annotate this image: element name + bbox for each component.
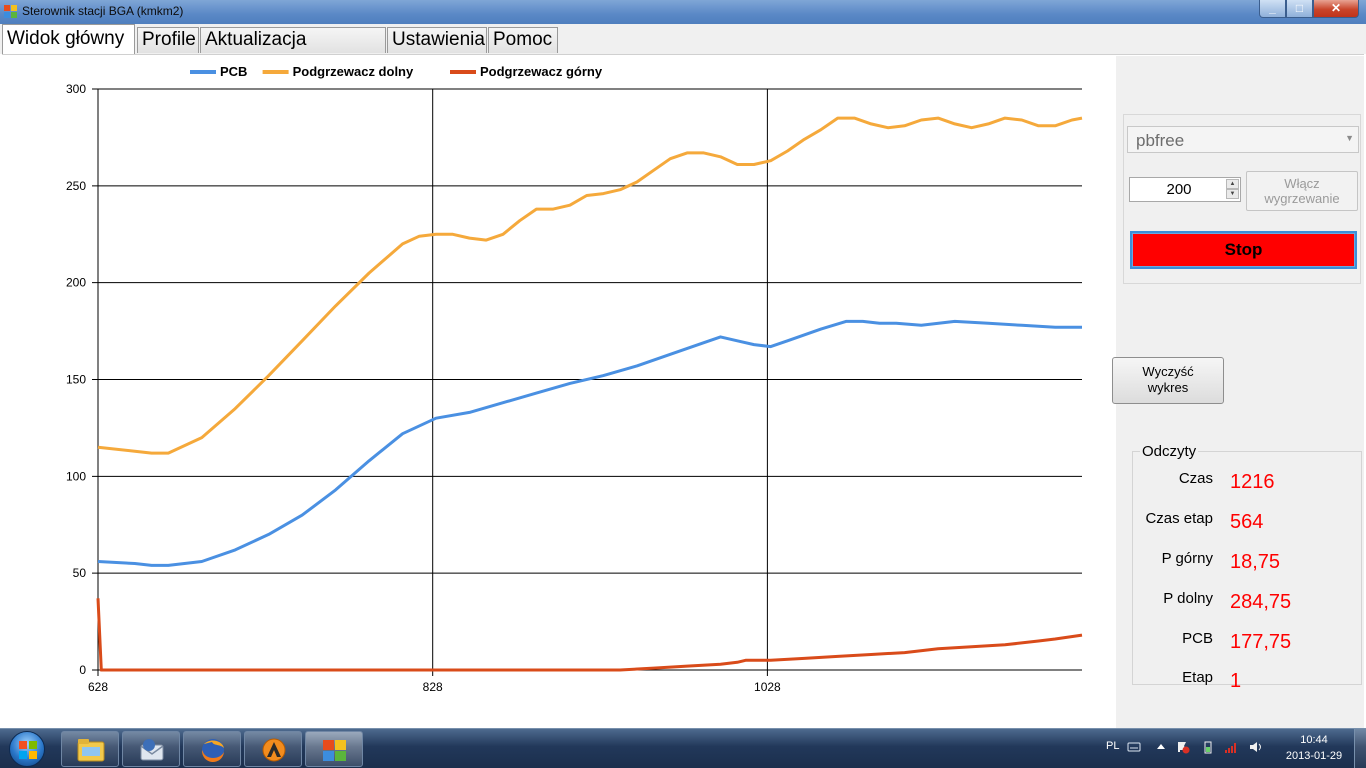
heat-on-button[interactable]: Włącz wygrzewanie xyxy=(1246,171,1358,211)
tab-help[interactable]: Pomoc xyxy=(488,27,558,53)
reading-value-pcb: 177,75 xyxy=(1230,631,1292,653)
readings-group xyxy=(1132,451,1362,685)
tab-settings[interactable]: Ustawienia xyxy=(387,27,487,53)
taskbar: PL 10:44 2013-01-29 xyxy=(0,728,1366,768)
taskbar-avast[interactable] xyxy=(244,731,302,767)
reading-value-p-bottom: 284,75 xyxy=(1230,591,1292,613)
maximize-button[interactable]: □ xyxy=(1286,0,1313,18)
clear-chart-button[interactable]: Wyczyść wykres xyxy=(1112,357,1224,404)
spin-down-icon[interactable]: ▼ xyxy=(1226,189,1239,199)
temperature-chart: 0 50 100 150 200 250 300 628 828 1028 PCB Podgrze… xyxy=(66,64,1083,694)
reading-value-time: 1216 xyxy=(1230,471,1275,493)
reading-label-time: Czas xyxy=(1178,470,1213,487)
y-tick-label: 0 xyxy=(79,663,86,677)
window-titlebar[interactable]: Sterownik stacji BGA (kmkm2) _ □ ✕ xyxy=(0,0,1366,24)
close-button[interactable]: ✕ xyxy=(1313,0,1359,18)
y-tick-label: 100 xyxy=(66,469,86,483)
taskbar-thunderbird[interactable] xyxy=(122,731,180,767)
reading-value-p-top: 18,75 xyxy=(1230,551,1281,573)
show-desktop-button[interactable] xyxy=(1354,729,1366,768)
tab-profiles[interactable]: Profile xyxy=(137,27,199,53)
legend-label-1: Podgrzewacz dolny xyxy=(293,64,414,79)
reading-label-stage-time: Czas etap xyxy=(1145,510,1213,527)
clear-button-line1: Wyczyść xyxy=(1142,364,1194,379)
temperature-spin[interactable]: ▲ ▼ xyxy=(1226,179,1239,200)
series-line-0 xyxy=(97,319,1082,567)
series-line-2 xyxy=(96,598,1083,672)
x-tick-label: 1028 xyxy=(754,680,781,694)
app-icon xyxy=(4,5,18,19)
reading-value-stage-time: 564 xyxy=(1230,511,1264,533)
taskbar-explorer[interactable] xyxy=(61,731,119,767)
tab-main-view[interactable]: Widok główny xyxy=(2,24,135,54)
y-tick-label: 50 xyxy=(73,566,87,580)
stop-button[interactable]: Stop xyxy=(1130,231,1357,269)
start-button[interactable] xyxy=(2,730,54,768)
action-center-icon[interactable] xyxy=(1176,740,1190,754)
readings-title: Odczyty xyxy=(1140,443,1199,460)
clock-date[interactable]: 2013-01-29 xyxy=(1285,750,1343,762)
y-tick-label: 250 xyxy=(66,179,86,193)
reading-value-stage: 1 xyxy=(1230,670,1242,692)
y-tick-label: 150 xyxy=(66,373,86,387)
y-tick-label: 300 xyxy=(66,82,86,96)
chevron-down-icon[interactable]: ▼ xyxy=(1345,133,1354,143)
taskbar-firefox[interactable] xyxy=(183,731,241,767)
tab-firmware-update[interactable]: Aktualizacja firmware xyxy=(200,27,386,74)
spin-up-icon[interactable]: ▲ xyxy=(1226,179,1239,189)
thunderbird-icon xyxy=(140,739,164,761)
profile-select-value: pbfree xyxy=(1136,131,1185,150)
profile-select[interactable]: pbfree ▼ xyxy=(1127,126,1359,153)
windows-flag-icon xyxy=(19,741,37,759)
explorer-icon xyxy=(77,739,105,762)
clear-button-line2: wykres xyxy=(1147,380,1189,395)
temperature-stepper[interactable]: 200 ▲ ▼ xyxy=(1129,177,1241,202)
bga-controller-icon xyxy=(323,740,346,761)
reading-label-stage: Etap xyxy=(1182,669,1213,686)
taskbar-bga-controller[interactable] xyxy=(305,731,363,767)
window-title: Sterownik stacji BGA (kmkm2) xyxy=(22,4,184,18)
avast-icon xyxy=(262,738,286,762)
language-indicator[interactable]: PL xyxy=(1106,740,1120,752)
clock-time[interactable]: 10:44 xyxy=(1300,734,1328,746)
legend-label-0: PCB xyxy=(220,64,247,79)
start-orb-icon[interactable] xyxy=(9,731,45,767)
series-line-1 xyxy=(97,116,1083,455)
tab-strip: Widok główny Profile Aktualizacja firmwa… xyxy=(0,24,1366,74)
battery-icon[interactable] xyxy=(1201,740,1215,754)
profile-group xyxy=(1123,114,1361,284)
network-signal-icon[interactable] xyxy=(1224,740,1238,754)
firefox-icon xyxy=(201,739,224,763)
heat-button-line1: Włącz xyxy=(1284,176,1320,191)
minimize-button[interactable]: _ xyxy=(1259,0,1286,18)
temperature-input-value[interactable]: 200 xyxy=(1166,181,1192,198)
reading-label-p-bottom: P dolny xyxy=(1163,590,1213,607)
reading-label-pcb: PCB xyxy=(1182,630,1213,647)
volume-icon[interactable] xyxy=(1249,740,1263,754)
heat-button-line2: wygrzewanie xyxy=(1264,191,1340,206)
x-tick-label: 628 xyxy=(88,680,108,694)
legend-label-2: Podgrzewacz górny xyxy=(480,64,603,79)
y-tick-label: 200 xyxy=(66,276,86,290)
keyboard-icon[interactable] xyxy=(1127,740,1141,754)
tray-expand-icon[interactable] xyxy=(1154,740,1168,754)
reading-label-p-top: P górny xyxy=(1161,550,1213,567)
x-tick-label: 828 xyxy=(423,680,443,694)
